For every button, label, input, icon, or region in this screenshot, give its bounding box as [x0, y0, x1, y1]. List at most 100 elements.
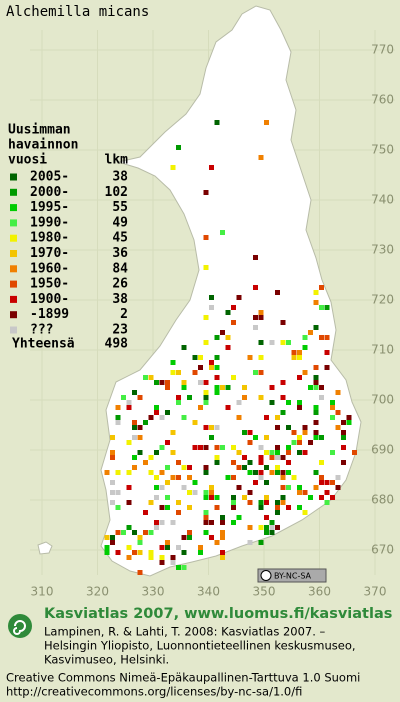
record-square [269, 450, 275, 455]
legend-label: 1970- [30, 246, 69, 261]
record-square [154, 475, 159, 480]
record-square [247, 355, 253, 360]
legend-count: 38 [112, 292, 128, 307]
record-square [203, 340, 209, 345]
record-square [187, 530, 192, 535]
record-square [297, 440, 302, 445]
record-square [143, 420, 148, 425]
record-square [313, 375, 319, 380]
record-square [242, 430, 247, 435]
record-square [280, 495, 286, 500]
record-square [192, 480, 198, 485]
record-square [247, 440, 253, 445]
record-square [176, 395, 181, 400]
record-square [176, 565, 181, 570]
record-square [324, 500, 330, 505]
record-square [198, 545, 203, 550]
record-square [176, 545, 181, 550]
record-square [126, 440, 132, 445]
record-square [236, 485, 242, 490]
record-square [187, 535, 192, 540]
record-square [253, 480, 258, 485]
record-square [275, 465, 280, 470]
legend-label: 2000- [30, 185, 69, 200]
record-square [209, 495, 214, 500]
legend-swatch [10, 234, 17, 242]
record-square [165, 380, 170, 385]
record-square [275, 455, 280, 460]
record-square [258, 500, 264, 505]
record-square [159, 415, 165, 420]
legend-swatch [10, 326, 17, 334]
badge-box [257, 568, 327, 583]
record-square [258, 310, 264, 315]
record-square [209, 295, 214, 300]
y-grid-label: 720 [371, 293, 394, 307]
record-square [137, 435, 143, 440]
record-square [203, 470, 209, 475]
record-square [170, 370, 176, 375]
record-square [137, 395, 143, 400]
y-grid-label: 700 [371, 393, 394, 407]
legend-label: 1980- [30, 231, 69, 246]
record-square [302, 425, 308, 430]
record-square [187, 395, 192, 400]
record-square [132, 390, 137, 395]
record-square [341, 420, 346, 425]
record-square [313, 435, 319, 440]
record-square [110, 480, 115, 485]
record-square [148, 470, 154, 475]
record-square [275, 425, 280, 430]
record-square [159, 485, 165, 490]
legend-swatch [10, 265, 17, 273]
record-square [286, 340, 291, 345]
record-square [264, 525, 269, 530]
record-square [242, 455, 247, 460]
legend-count: 36 [112, 246, 128, 261]
record-square [220, 550, 225, 555]
record-square [253, 325, 258, 330]
record-square [203, 445, 209, 450]
record-square [165, 505, 170, 510]
record-square [264, 500, 269, 505]
record-square [319, 435, 324, 440]
record-square [258, 475, 264, 480]
record-square [148, 455, 154, 460]
record-square [247, 540, 253, 545]
record-square [181, 345, 187, 350]
record-square [286, 485, 291, 490]
record-square [126, 400, 132, 405]
record-square [209, 490, 214, 495]
record-square [319, 475, 324, 480]
record-square [275, 290, 280, 295]
legend-label: 1960- [30, 261, 69, 276]
record-square [231, 475, 236, 480]
record-square [220, 520, 225, 525]
record-square [181, 565, 187, 570]
record-square [209, 520, 214, 525]
record-square [214, 365, 220, 370]
legend-swatch [10, 188, 17, 196]
legend-count: 26 [112, 277, 128, 292]
record-square [148, 375, 154, 380]
legend-swatch [10, 204, 17, 212]
record-square [176, 500, 181, 505]
site: Kasviatlas 2007, www.luomus.fi/kasviatla… [44, 606, 392, 622]
record-square [242, 465, 247, 470]
record-square [319, 335, 324, 340]
legend-label: 2005- [30, 170, 69, 185]
record-square [209, 305, 214, 310]
record-square [319, 385, 324, 390]
record-square [192, 420, 198, 425]
record-square [209, 425, 214, 430]
record-square [209, 365, 214, 370]
record-square [126, 485, 132, 490]
record-square [220, 530, 225, 535]
record-square [313, 420, 319, 425]
legend-heading: Uusimman [8, 123, 71, 138]
record-square [352, 450, 357, 455]
record-square [264, 415, 269, 420]
record-square [225, 345, 231, 350]
record-square [154, 450, 159, 455]
legend-count-heading: lkm [105, 153, 129, 168]
